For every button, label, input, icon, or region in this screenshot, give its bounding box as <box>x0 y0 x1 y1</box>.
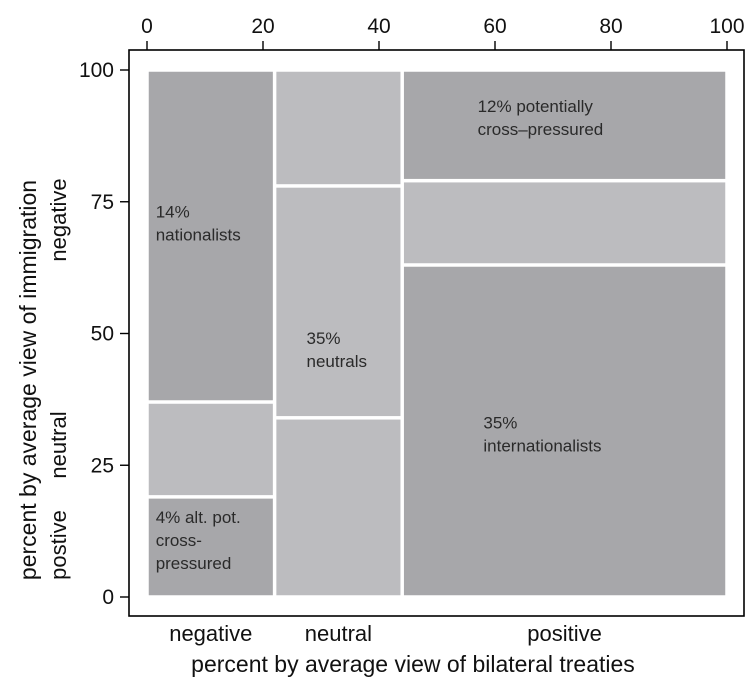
cell-negative-x-negative <box>147 70 275 402</box>
cell-neutral-x-negative <box>274 70 402 186</box>
annotation-nationalists: 14% nationalists <box>156 203 241 245</box>
y-category-labels: postive neutral negative <box>46 178 71 579</box>
top-x-axis: 0 20 40 60 80 100 <box>141 15 745 50</box>
x-tick-label-40: 40 <box>367 15 390 38</box>
x-tick-label-20: 20 <box>251 15 274 38</box>
y-axis-title: percent by average view of immigration <box>15 180 41 580</box>
cell-negative-x-neutral <box>147 402 275 497</box>
cell-neutral-x-postive <box>274 418 402 597</box>
x-category-negative: negative <box>169 621 252 646</box>
cell-neutral-x-neutral <box>274 186 402 418</box>
annotation-neutrals: 35% neutrals <box>307 329 367 371</box>
x-category-neutral: neutral <box>305 621 372 646</box>
y-tick-label-25: 25 <box>91 454 114 477</box>
x-tick-label-80: 80 <box>599 15 622 38</box>
cell-negative-x-postive <box>147 497 275 597</box>
x-category-positive: positive <box>527 621 602 646</box>
x-axis-title: percent by average view of bilateral tre… <box>191 651 635 677</box>
cell-positive-x-postive <box>402 265 727 597</box>
annotation-pressured: 4% alt. pot. cross-pressured <box>156 508 241 573</box>
annotation-cross-pressured: 12% potentially cross–pressured <box>478 97 604 139</box>
cell-positive-x-negative <box>402 70 727 181</box>
y-category-neutral: neutral <box>46 411 71 478</box>
x-category-labels: negative neutral positive <box>169 621 602 646</box>
y-tick-label-50: 50 <box>91 323 114 346</box>
left-y-axis: 0 25 50 75 100 <box>79 59 129 609</box>
x-tick-label-60: 60 <box>483 15 506 38</box>
cell-positive-x-neutral <box>402 180 727 265</box>
y-tick-label-75: 75 <box>91 191 114 214</box>
y-tick-label-100: 100 <box>79 59 114 82</box>
mosaic-cells <box>147 70 727 597</box>
annotation-internationalists: 35% internationalists <box>483 413 601 455</box>
y-tick-label-0: 0 <box>102 586 114 609</box>
y-category-negative: negative <box>46 178 71 261</box>
x-tick-label-100: 100 <box>709 15 744 38</box>
y-category-postive: postive <box>46 510 71 580</box>
x-tick-label-0: 0 <box>141 15 153 38</box>
cell-annotations: 14% nationalists 12% potentially cross–pres… <box>156 97 604 573</box>
